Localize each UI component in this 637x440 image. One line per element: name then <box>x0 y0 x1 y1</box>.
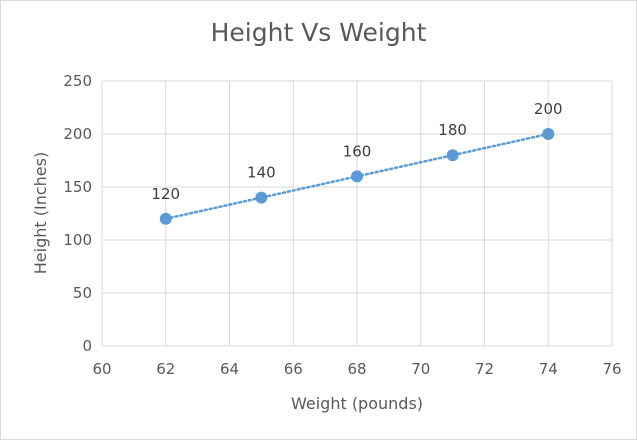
data-label: 180 <box>438 121 467 139</box>
data-point <box>542 128 555 140</box>
y-tick-labels: 0 50 100 150 200 250 <box>63 72 92 355</box>
x-tick-label: 72 <box>475 360 494 378</box>
data-point <box>159 212 172 225</box>
x-axis-title: Weight (pounds) <box>291 394 423 413</box>
x-tick-labels: 60 62 64 66 68 70 72 74 76 <box>92 360 621 378</box>
gridlines <box>101 80 613 347</box>
data-points <box>159 128 555 225</box>
chart-title: Height Vs Weight <box>210 18 427 47</box>
y-tick-label: 200 <box>63 125 92 143</box>
data-label: 140 <box>247 164 276 182</box>
x-tick-label: 74 <box>539 360 558 378</box>
data-label: 120 <box>151 185 180 203</box>
x-tick-label: 70 <box>411 360 430 378</box>
data-point <box>255 191 268 204</box>
x-tick-label: 66 <box>284 360 303 378</box>
data-labels: 120 140 160 180 200 <box>151 100 562 203</box>
data-label: 200 <box>534 100 563 118</box>
x-tick-label: 68 <box>347 360 366 378</box>
x-tick-label: 62 <box>156 360 175 378</box>
data-point <box>351 170 363 183</box>
y-axis-title: Height (Inches) <box>31 152 50 274</box>
y-tick-label: 0 <box>82 337 92 355</box>
y-tick-label: 150 <box>63 178 92 196</box>
x-tick-label: 64 <box>220 360 239 378</box>
x-tick-label: 60 <box>92 360 111 378</box>
data-point <box>446 149 459 162</box>
data-label: 160 <box>343 142 372 160</box>
y-tick-label: 250 <box>63 72 92 90</box>
x-tick-label: 76 <box>602 360 621 378</box>
y-tick-label: 100 <box>63 231 92 249</box>
y-tick-label: 50 <box>73 284 92 302</box>
